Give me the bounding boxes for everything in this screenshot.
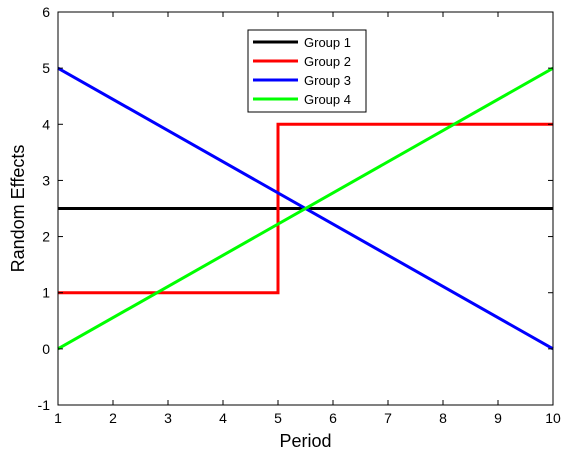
series-layer — [57, 66, 554, 351]
x-tick-label: 8 — [439, 410, 447, 426]
ticks-layer: 1 2 3 4 5 6 7 8 9 10 -1 0 1 2 3 4 5 6 — [38, 4, 561, 426]
y-tick-label: 2 — [42, 229, 50, 245]
x-tick-label: 4 — [219, 410, 227, 426]
y-tick-label: 4 — [42, 116, 50, 132]
y-tick-label: 6 — [42, 4, 50, 20]
x-tick-label: 6 — [329, 410, 337, 426]
y-tick-label: -1 — [38, 397, 51, 413]
series-line-group-2 — [58, 122, 553, 295]
x-tick-label: 10 — [545, 410, 561, 426]
plot-frame — [57, 11, 554, 406]
legend-label: Group 4 — [304, 92, 351, 107]
x-axis-label: Period — [279, 431, 331, 451]
x-tick-label: 5 — [274, 410, 282, 426]
x-tick-label: 3 — [164, 410, 172, 426]
x-tick-label: 9 — [494, 410, 502, 426]
y-tick-label: 3 — [42, 172, 50, 188]
legend-label: Group 3 — [304, 73, 351, 88]
y-tick-label: 5 — [42, 60, 50, 76]
legend-label: Group 1 — [304, 35, 351, 50]
x-tick-label: 1 — [54, 410, 62, 426]
x-tick-label: 2 — [109, 410, 117, 426]
y-tick-label: 1 — [42, 285, 50, 301]
x-tick-label: 7 — [384, 410, 392, 426]
y-tick-label: 0 — [42, 341, 50, 357]
series-line-group-4 — [57, 66, 554, 351]
legend: Group 1 Group 2 Group 3 Group 4 — [247, 29, 367, 113]
y-axis-label: Random Effects — [8, 145, 28, 273]
legend-label: Group 2 — [304, 54, 351, 69]
